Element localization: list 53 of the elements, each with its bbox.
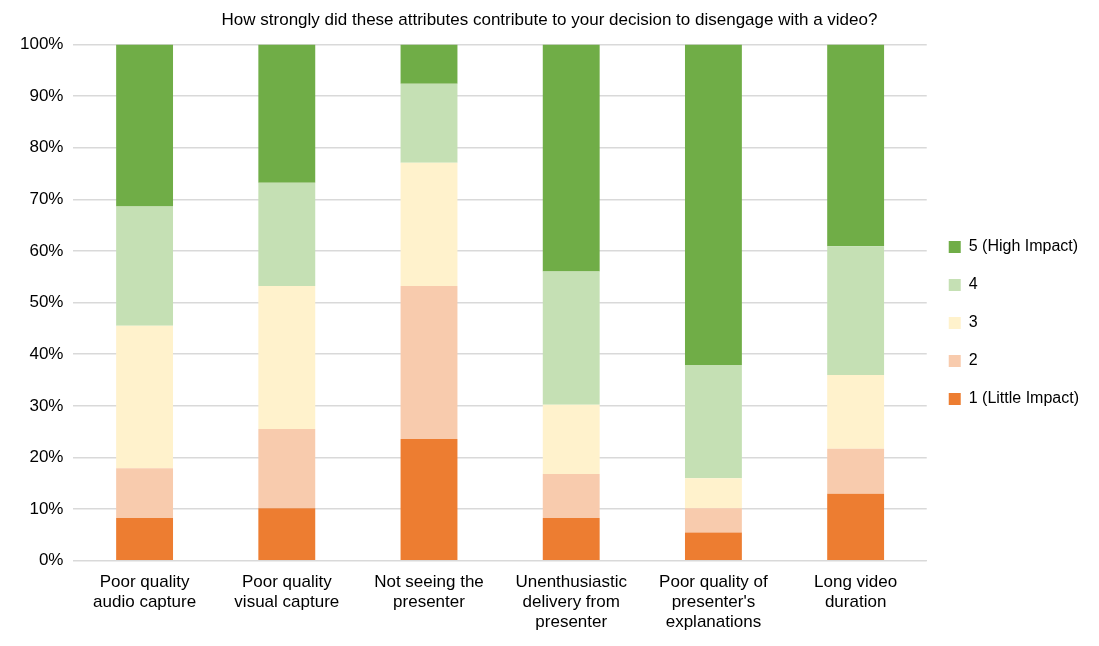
bar — [827, 448, 885, 494]
bar — [684, 532, 742, 561]
y-tick-label: 50% — [29, 292, 64, 312]
bar — [684, 478, 742, 509]
bar — [258, 44, 316, 183]
bar — [116, 206, 174, 326]
bar — [542, 404, 600, 475]
y-tick-label: 60% — [29, 240, 64, 260]
y-tick-label: 10% — [29, 498, 64, 518]
bar — [827, 374, 885, 449]
chart-title: How strongly did these attributes contribute to your decision to disengage with a video? — [221, 9, 878, 29]
x-tick-label: Long video duration — [814, 571, 898, 612]
bar — [684, 44, 742, 366]
bar — [827, 44, 885, 247]
legend-label: 4 — [968, 275, 978, 293]
x-tick-label: Unenthusiastic delivery from presenter — [515, 571, 628, 632]
bar — [116, 468, 174, 518]
bar — [258, 182, 316, 287]
bar — [258, 508, 316, 561]
bar — [684, 508, 742, 533]
y-tick-label: 90% — [29, 85, 64, 105]
bar — [542, 271, 600, 405]
x-tick-label: Not seeing the presenter — [374, 571, 484, 612]
bar — [542, 517, 600, 561]
bar — [400, 162, 458, 287]
bar — [542, 44, 600, 272]
bar — [400, 286, 458, 439]
bar — [542, 474, 600, 518]
y-tick-label: 70% — [29, 189, 64, 209]
bar — [400, 83, 458, 163]
bar — [400, 438, 458, 561]
x-tick-label: Poor quality of presenter's explanations — [659, 571, 769, 632]
legend-label: 5 (High Impact) — [968, 237, 1079, 255]
x-tick-label: Poor quality visual capture — [234, 571, 340, 612]
x-tick-label: Poor quality audio capture — [93, 571, 197, 612]
bar — [827, 493, 885, 561]
y-tick-label: 0% — [38, 550, 64, 570]
bar — [684, 365, 742, 479]
bar — [258, 286, 316, 430]
bar — [116, 325, 174, 469]
y-tick-label: 30% — [29, 395, 64, 415]
y-tick-label: 40% — [29, 343, 64, 363]
legend-label: 2 — [968, 351, 978, 369]
bar — [400, 44, 458, 84]
y-tick-label: 100% — [20, 34, 64, 54]
bar — [827, 246, 885, 375]
y-tick-label: 80% — [29, 137, 64, 157]
bar — [258, 429, 316, 509]
bar — [116, 517, 174, 561]
legend-label: 1 (Little Impact) — [968, 389, 1080, 407]
legend-label: 3 — [968, 313, 978, 331]
y-tick-label: 20% — [29, 447, 64, 467]
bar — [116, 44, 174, 207]
